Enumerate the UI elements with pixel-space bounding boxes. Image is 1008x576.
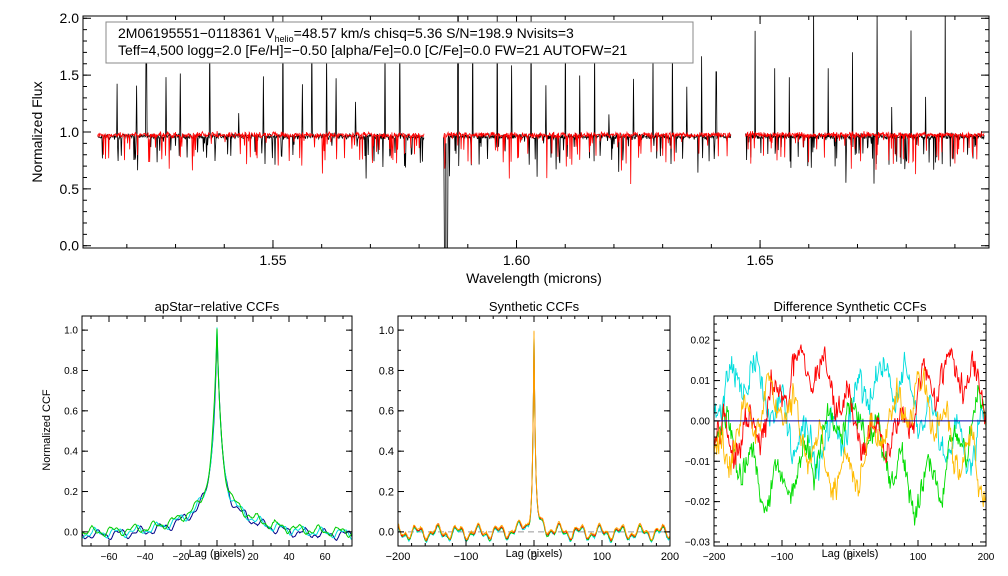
apstar-ccf-panel: apStar−relative CCFs −60 −40 −20 0 20 40 60 0.0… xyxy=(41,299,353,563)
y-tick-label: 0.02 xyxy=(691,336,711,347)
spectrum-ylabel: Normalized Flux xyxy=(29,81,45,182)
y-tick-label: 0.5 xyxy=(60,181,80,197)
synthetic-ccf-ticks: −200 −100 0 100 200 0.0 0.2 0.4 0.6 0.8 1.0 xyxy=(379,316,679,563)
synthetic-ccf-lines xyxy=(398,330,670,544)
x-tick-label: −100 xyxy=(771,552,794,563)
y-tick-label: 0.01 xyxy=(691,376,711,387)
x-tick-label: 1.60 xyxy=(503,252,530,268)
synthetic-ccf-title: Synthetic CCFs xyxy=(489,299,580,314)
spectrum-model-chip-1 xyxy=(97,130,425,174)
apstar-ccf-title: apStar−relative CCFs xyxy=(155,299,280,314)
synthetic-ccf-panel: Synthetic CCFs −200 −100 0 100 200 0.0 0.2 0.4 0… xyxy=(379,299,679,563)
y-tick-label: 2.0 xyxy=(60,10,80,26)
apstar-ccf-visit-3 xyxy=(82,328,352,539)
annotation-line-1-rest: =48.57 km/s chisq=5.36 S/N=198.9 Nvisits… xyxy=(294,25,574,41)
annotation-box xyxy=(105,21,694,64)
y-tick-label: 0.6 xyxy=(379,406,394,418)
x-tick-label: 0 xyxy=(214,552,220,563)
apstar-ccf-ticks: −60 −40 −20 0 20 40 60 0.0 0.2 0.4 0.6 0.8 1.0 xyxy=(64,316,352,563)
y-tick-label: 0.4 xyxy=(64,447,78,458)
y-tick-label: 0.8 xyxy=(379,365,394,377)
x-tick-label: 1.65 xyxy=(746,252,773,268)
spectrum-curves xyxy=(97,16,985,248)
y-tick-label: 0.0 xyxy=(60,238,80,254)
x-tick-label: −100 xyxy=(454,551,479,563)
diff-ccf-ticks: −200 −100 0 100 200 0.02 0.01 0.00 −0.01 −0.02 −0.… xyxy=(685,315,995,563)
spectrum-xlabel: Wavelength (microns) xyxy=(466,270,602,286)
x-tick-label: −40 xyxy=(137,552,154,563)
annotation-line-2: Teff=4,500 logg=2.0 [Fe/H]=−0.50 [alpha/… xyxy=(118,42,627,58)
diff-ccf-visit-4 xyxy=(714,368,986,507)
y-tick-label: 0.4 xyxy=(379,446,394,458)
x-tick-label: −20 xyxy=(173,552,190,563)
y-tick-label: 0.00 xyxy=(691,416,711,427)
synthetic-ccf-visit-4 xyxy=(398,330,670,542)
y-tick-label: 0.8 xyxy=(64,366,78,377)
apstar-ccf-visit-1 xyxy=(82,333,352,541)
diff-ccf-panel: Difference Synthetic CCFs −200 −100 0 100 20… xyxy=(685,299,995,563)
annotation-line-1: 2M06195551−0118361 Vhelio=48.57 km/s chi… xyxy=(118,25,574,44)
apstar-ccf-ylabel: Normalized CCF xyxy=(41,389,53,471)
y-tick-label: 1.5 xyxy=(60,67,80,83)
spectrum-lines xyxy=(97,16,985,248)
diff-ccf-visit-3 xyxy=(714,344,986,469)
y-tick-label: −0.03 xyxy=(685,537,711,548)
diff-ccf-visit-2 xyxy=(714,385,986,526)
y-tick-label: 0.2 xyxy=(379,486,394,498)
x-tick-label: 60 xyxy=(319,552,331,563)
x-tick-label: 1.55 xyxy=(259,252,286,268)
spectrum-panel: 1.55 1.60 1.65 0.0 0.5 1.0 1.5 2.0 Wavelength (… xyxy=(29,10,990,286)
x-tick-label: −200 xyxy=(386,551,411,563)
x-tick-label: 100 xyxy=(593,551,611,563)
y-tick-label: 1.0 xyxy=(64,326,78,337)
x-tick-label: −60 xyxy=(101,552,118,563)
apstar-ccf-lines xyxy=(82,327,352,541)
diff-ccf-title: Difference Synthetic CCFs xyxy=(774,299,927,314)
y-tick-label: 1.0 xyxy=(60,124,80,140)
spectrum-model-chip-3 xyxy=(745,131,985,175)
diff-ccf-visit-1 xyxy=(714,351,986,481)
synthetic-ccf-xlabel: Lag (pixels) xyxy=(506,548,563,560)
annotation-v: V xyxy=(265,25,275,41)
x-tick-label: 0 xyxy=(531,551,537,563)
y-tick-label: 1.0 xyxy=(379,325,394,337)
x-tick-label: 20 xyxy=(247,552,259,563)
spectrum-ticks: 1.55 1.60 1.65 0.0 0.5 1.0 1.5 2.0 xyxy=(60,10,989,268)
x-tick-label: 200 xyxy=(978,552,995,563)
x-tick-label: 40 xyxy=(283,552,295,563)
annotation-star-id: 2M06195551−0118361 xyxy=(118,25,262,41)
y-tick-label: −0.02 xyxy=(685,497,711,508)
y-tick-label: 0.0 xyxy=(379,527,394,539)
x-tick-label: 200 xyxy=(661,551,679,563)
x-tick-label: −200 xyxy=(703,552,726,563)
spectrum-model-chip-2 xyxy=(443,130,732,185)
apstar-ccf-visit-2 xyxy=(82,327,352,540)
diff-ccf-xlabel: Lag (pixels) xyxy=(822,548,879,560)
x-tick-label: 0 xyxy=(847,552,853,563)
x-tick-label: 100 xyxy=(910,552,927,563)
diff-ccf-lines xyxy=(714,344,986,526)
y-tick-label: 0.0 xyxy=(64,527,78,538)
y-tick-label: 0.2 xyxy=(64,487,78,498)
annotation-v-sub: helio xyxy=(275,34,294,44)
y-tick-label: 0.6 xyxy=(64,406,78,417)
y-tick-label: −0.01 xyxy=(685,457,711,468)
apstar-ccf-xlabel: Lag (pixels) xyxy=(189,548,246,560)
